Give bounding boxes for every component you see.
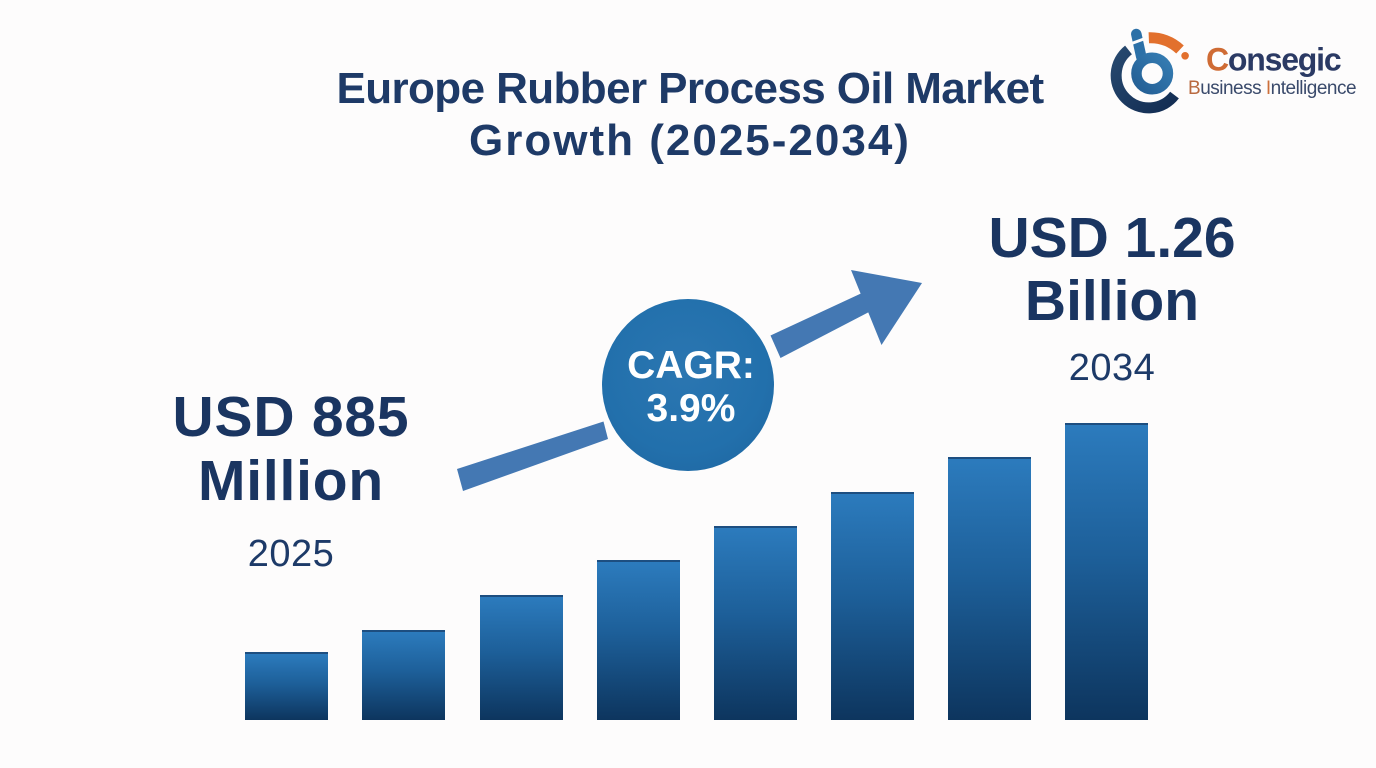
svg-text:Consegic: Consegic [1206,42,1341,78]
svg-text:Business Intelligence: Business Intelligence [1188,78,1356,99]
